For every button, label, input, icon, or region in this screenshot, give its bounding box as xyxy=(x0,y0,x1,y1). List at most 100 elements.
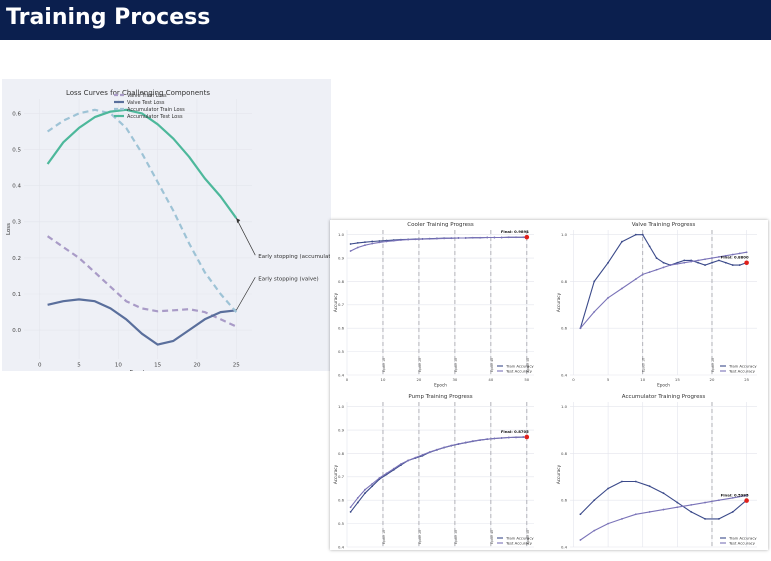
plot-area xyxy=(570,402,757,547)
data-point xyxy=(593,529,596,532)
x-tick-label: 20 xyxy=(193,363,200,369)
data-point xyxy=(669,264,672,266)
y-tick-label: 0.8 xyxy=(338,279,345,284)
epoch-marker-label: Epoch 40 xyxy=(490,530,494,544)
data-point xyxy=(486,438,489,441)
data-point xyxy=(731,496,734,499)
chart-4: 0 5 10 15 20 25 0.4 0.6 0.8 1.0 Accumulator Traini… xyxy=(556,394,757,560)
x-tick-label: 5 xyxy=(607,377,610,382)
data-point xyxy=(593,310,596,313)
data-point xyxy=(371,485,374,488)
data-point xyxy=(731,511,734,513)
chart-title: Cooler Training Progress xyxy=(407,222,474,228)
data-point xyxy=(579,327,582,330)
data-point xyxy=(500,236,503,239)
data-point xyxy=(711,257,713,259)
data-point xyxy=(683,261,686,264)
legend-label: Test Accuracy xyxy=(728,540,756,545)
y-tick-label: 0.8 xyxy=(561,451,568,456)
epoch-marker-label: Epoch 40 xyxy=(490,358,494,372)
x-tick-label: 20 xyxy=(710,377,715,382)
data-point xyxy=(579,513,582,516)
x-tick-label: 30 xyxy=(452,549,457,550)
x-axis-label: Epoch xyxy=(434,383,447,388)
data-point xyxy=(479,236,481,239)
data-point xyxy=(349,506,352,509)
data-point xyxy=(349,511,352,513)
legend-label: Test Accuracy xyxy=(728,368,756,373)
data-point xyxy=(634,480,637,483)
data-point xyxy=(493,437,496,440)
data-point xyxy=(724,254,727,257)
data-point xyxy=(507,236,510,239)
y-tick-label: 0.4 xyxy=(338,372,345,377)
y-axis-label: Accuracy xyxy=(333,464,338,484)
data-point xyxy=(443,237,445,240)
epoch-marker-label: Epoch 50 xyxy=(526,530,530,544)
y-tick-label: 0.4 xyxy=(561,544,568,549)
data-point xyxy=(421,238,424,241)
y-axis-label: Accuracy xyxy=(556,464,561,484)
data-point xyxy=(662,492,665,495)
y-tick-label: 0.7 xyxy=(338,474,345,479)
data-point xyxy=(579,539,582,541)
data-point xyxy=(724,261,727,264)
data-point xyxy=(621,240,623,243)
x-tick-label: 20 xyxy=(417,377,422,382)
data-point xyxy=(634,233,637,236)
y-tick-label: 0.6 xyxy=(338,498,345,503)
x-tick-label: 30 xyxy=(452,377,457,382)
data-point xyxy=(607,261,609,264)
legend-label: Valve Test Loss xyxy=(127,100,165,106)
data-point xyxy=(450,237,453,240)
y-tick-label: 0.9 xyxy=(338,427,345,432)
data-point xyxy=(385,472,388,475)
x-tick-label: 10 xyxy=(640,377,645,382)
y-tick-label: 0.6 xyxy=(561,498,568,503)
data-point xyxy=(676,501,679,504)
y-tick-label: 0.6 xyxy=(12,111,21,117)
data-point xyxy=(655,257,658,259)
data-point xyxy=(704,518,706,520)
x-tick-label: 10 xyxy=(640,549,645,550)
chart-0: 0 5 10 15 20 25 0.0 0.1 0.2 0.3 0.4 0.5 0.6 Loss Curv… xyxy=(6,89,338,376)
data-point xyxy=(676,263,679,265)
data-point xyxy=(486,236,489,239)
data-point xyxy=(690,511,693,513)
y-tick-label: 1.0 xyxy=(561,232,568,237)
chart-title: Accumulator Training Progress xyxy=(622,394,706,400)
y-tick-label: 1.0 xyxy=(338,404,345,409)
plot-area xyxy=(347,402,534,547)
x-tick-label: 0 xyxy=(572,377,575,382)
data-point xyxy=(364,241,366,244)
data-point xyxy=(745,494,748,497)
chart-1: Epoch 10 Epoch 20 Epoch 30 Epoch 40 Epoch 50… xyxy=(333,222,534,388)
epoch-marker-label: Epoch 20 xyxy=(711,358,715,372)
final-label: Final: 0.8705 xyxy=(501,429,529,434)
data-point xyxy=(718,259,720,262)
data-point xyxy=(683,259,686,262)
data-point xyxy=(607,487,609,490)
annotation-text: Early stopping (accumulator) xyxy=(258,254,331,260)
legend-label: Test Accuracy xyxy=(505,540,533,545)
data-point xyxy=(621,480,623,483)
training-progress-panel: Epoch 10 Epoch 20 Epoch 30 Epoch 40 Epoch 50… xyxy=(330,220,768,560)
series-line-2 xyxy=(46,108,238,313)
data-point xyxy=(662,261,665,264)
plot-area xyxy=(24,99,252,359)
y-tick-label: 0.6 xyxy=(338,326,345,331)
plot-area xyxy=(347,230,534,375)
data-point xyxy=(364,492,366,495)
data-point xyxy=(364,488,366,491)
data-point xyxy=(493,236,496,239)
data-point xyxy=(718,518,720,520)
y-axis-label: Loss xyxy=(6,223,12,235)
y-tick-label: 0.5 xyxy=(338,349,345,354)
y-tick-label: 0.6 xyxy=(561,326,568,331)
data-point xyxy=(436,448,438,451)
epoch-marker-label: Epoch 10 xyxy=(382,530,386,544)
data-point xyxy=(428,451,431,453)
data-point xyxy=(515,236,517,239)
data-point xyxy=(731,253,734,256)
y-axis-label: Accuracy xyxy=(556,292,561,312)
